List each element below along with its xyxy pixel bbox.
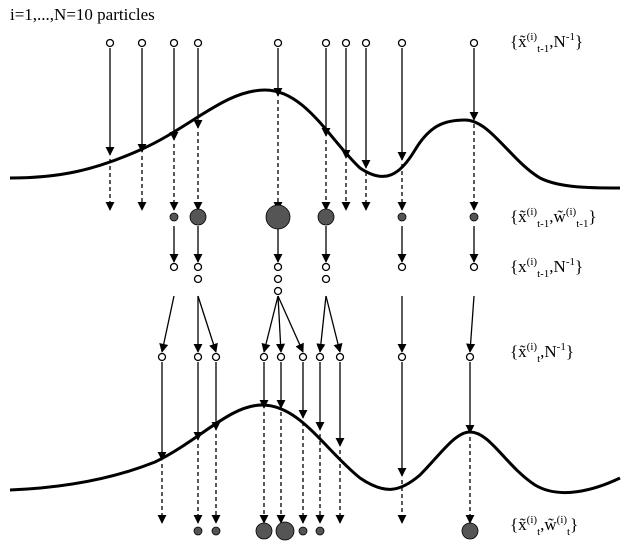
resampled-particle	[321, 262, 331, 272]
stage-label-updated: {x̃(i)t,w̃(i)t}	[510, 514, 578, 538]
stage-label-resampled: {x(i)t-1,N-1}	[510, 256, 583, 280]
bottom-likelihood-curve	[9, 403, 621, 494]
prior-particle	[105, 38, 115, 48]
prior-particle	[169, 38, 179, 48]
prediction-arrow	[325, 295, 343, 353]
prior-particle	[341, 38, 351, 48]
top-likelihood-curve	[9, 88, 621, 190]
predicted-particle	[211, 352, 221, 362]
updated-particle	[315, 526, 325, 536]
resampled-particle	[273, 286, 283, 296]
prediction-arrow	[159, 295, 175, 353]
predicted-particle	[276, 352, 286, 362]
prior-particle	[273, 38, 283, 48]
updated-particle	[193, 526, 203, 536]
prior-particle	[361, 38, 371, 48]
prediction-arrow	[466, 295, 476, 353]
prediction-arrow	[277, 295, 304, 353]
stage-label-weighted: {x̃(i)t-1,w̃(i)t-1}	[510, 206, 597, 230]
weighted-particle	[397, 212, 407, 222]
predicted-particle	[298, 352, 308, 362]
resampled-particle	[273, 262, 283, 272]
arrow-layer	[105, 48, 479, 524]
predicted-particle	[335, 352, 345, 362]
resampled-particle	[469, 262, 479, 272]
prior-particle	[469, 38, 479, 48]
resampled-particle	[321, 274, 331, 284]
resampled-particle	[193, 274, 203, 284]
prediction-arrow	[261, 295, 279, 353]
predicted-particle	[465, 352, 475, 362]
resampled-particle	[273, 274, 283, 284]
stage-label-prior: {x̃(i)t-1,N-1}	[510, 31, 583, 55]
header-label: i=1,...,N=10 particles	[10, 5, 155, 24]
prior-particle	[397, 38, 407, 48]
weighted-particle	[469, 212, 479, 222]
updated-particle	[298, 526, 308, 536]
predicted-particle	[397, 352, 407, 362]
particle-layer	[105, 38, 479, 541]
resampled-particle	[169, 262, 179, 272]
prior-particle	[137, 38, 147, 48]
predicted-particle	[259, 352, 269, 362]
updated-particle	[275, 521, 295, 541]
predicted-particle	[157, 352, 167, 362]
weighted-particle	[189, 208, 207, 226]
updated-particle	[211, 526, 221, 536]
weighted-particle	[169, 212, 179, 222]
resampled-particle	[397, 262, 407, 272]
prior-particle	[193, 38, 203, 48]
prediction-arrow	[197, 295, 218, 353]
updated-particle	[461, 522, 479, 540]
prediction-arrow	[276, 295, 286, 353]
stage-label-predicted: {x̃(i)t,N-1}	[510, 341, 574, 365]
prediction-arrow	[316, 295, 327, 353]
stage-labels: {x̃(i)t-1,N-1} {x̃(i)t-1,w̃(i)t-1} {x(i)t-…	[510, 31, 597, 538]
weighted-particle	[265, 204, 291, 230]
predicted-particle	[315, 352, 325, 362]
weighted-particle	[317, 208, 335, 226]
predicted-particle	[193, 352, 203, 362]
updated-particle	[255, 522, 273, 540]
resampled-particle	[193, 262, 203, 272]
prior-particle	[321, 38, 331, 48]
